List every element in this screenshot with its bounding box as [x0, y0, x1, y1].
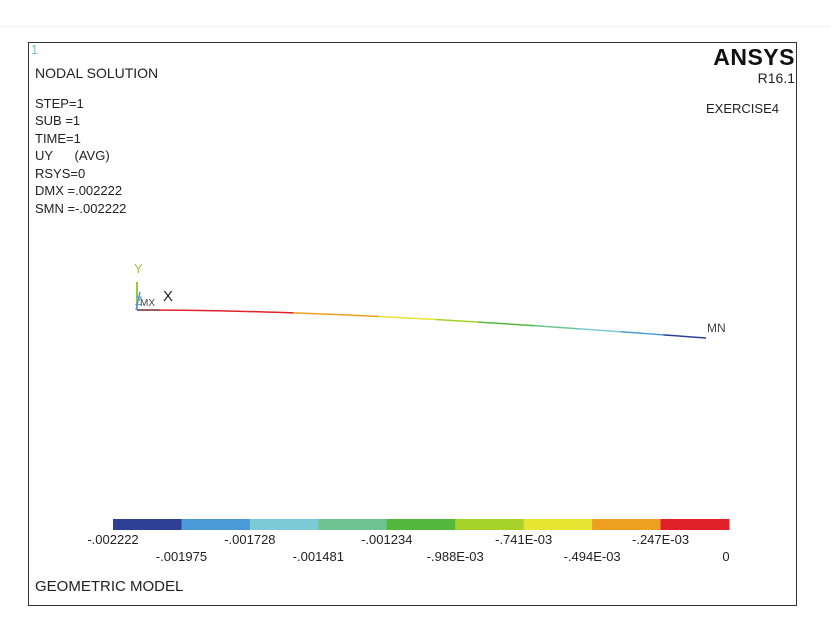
beam-segment	[421, 318, 436, 321]
beam-segment	[606, 329, 621, 333]
beam-segment	[478, 321, 493, 324]
beam-segment	[378, 315, 394, 318]
legend-label: -.001234	[361, 532, 413, 547]
info-rsys: RSYS=0	[35, 166, 86, 181]
beam-segment	[620, 330, 635, 334]
info-time: TIME=1	[35, 131, 81, 146]
beam-segment	[592, 328, 607, 332]
legend-label: -.001481	[292, 549, 344, 564]
legend-label: -.002222	[87, 532, 139, 547]
beam-segment	[663, 334, 678, 337]
footer-label: GEOMETRIC MODEL	[35, 578, 184, 595]
legend-swatch-4	[386, 519, 456, 530]
beam-segment	[549, 325, 564, 329]
mn-label: MN	[707, 321, 726, 335]
info-smn: SMN =-.002222	[35, 201, 127, 216]
beam-segment	[464, 320, 479, 323]
beam-segment	[350, 314, 365, 317]
beam-segment	[634, 332, 650, 335]
legend-swatch-3	[318, 519, 388, 530]
beam-segment	[393, 316, 408, 319]
beam-segment	[577, 327, 593, 331]
beam-segment	[691, 336, 707, 339]
beam-segment	[649, 333, 664, 336]
beam-segment	[364, 315, 379, 318]
plot-title: EXERCISE4	[706, 101, 779, 116]
legend-bar	[113, 519, 730, 530]
beam-segment	[321, 313, 337, 316]
beam-segment	[563, 326, 579, 330]
graphics-window	[28, 42, 797, 606]
top-divider	[0, 26, 831, 27]
info-sub: SUB =1	[35, 113, 81, 128]
triad-z-axis	[135, 291, 141, 311]
beam-segment	[407, 317, 422, 320]
beam-segment	[535, 325, 550, 328]
mx-label: MX	[140, 298, 155, 309]
beam-segment	[307, 312, 322, 315]
legend-label: -.247E-03	[632, 532, 690, 547]
beam-segment	[435, 318, 450, 322]
legend-swatch-5	[455, 519, 525, 530]
legend-swatch-8	[660, 519, 730, 530]
legend-swatch-2	[249, 519, 319, 530]
info-step: STEP=1	[35, 96, 84, 111]
beam-segment	[449, 319, 465, 322]
beam-segment	[677, 335, 692, 338]
triad-z-label: Z	[135, 294, 143, 308]
deformed-beam	[136, 309, 707, 339]
legend-label: -.988E-03	[426, 549, 484, 564]
legend-label: -.494E-03	[563, 549, 621, 564]
legend-swatch-0	[113, 519, 182, 530]
beam-segment	[492, 322, 507, 325]
beam-segment	[336, 313, 351, 316]
release-label: R16.1	[757, 70, 795, 86]
triad-x-label: X	[163, 288, 174, 305]
legend-swatch-6	[523, 519, 593, 530]
beam-segment	[506, 323, 522, 326]
legend-label: -.001728	[224, 532, 276, 547]
beam-segment	[293, 312, 308, 315]
legend-swatch-7	[592, 519, 662, 530]
triad-y-label: Y	[134, 261, 143, 276]
beam-segment	[521, 324, 536, 327]
ansys-logo: ANSYS	[713, 44, 795, 70]
info-heading: NODAL SOLUTION	[35, 65, 159, 81]
legend-label: -.001975	[155, 549, 208, 564]
legend-label: 0	[722, 549, 730, 564]
info-uy: UY (AVG)	[35, 148, 110, 163]
legend-label: -.741E-03	[495, 532, 553, 547]
legend-swatch-1	[181, 519, 251, 530]
window-number: 1	[31, 42, 39, 57]
info-dmx: DMX =.002222	[35, 183, 123, 198]
